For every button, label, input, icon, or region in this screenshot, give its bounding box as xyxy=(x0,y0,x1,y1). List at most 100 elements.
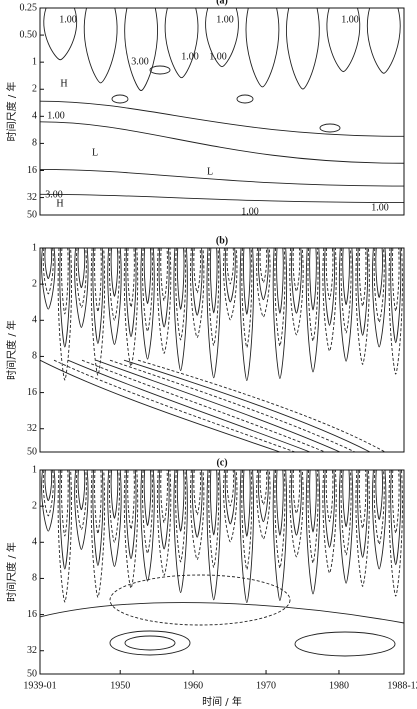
contour-line xyxy=(123,469,139,589)
contour-label: 1.00 xyxy=(341,14,359,25)
x-axis-label: 时间 / 年 xyxy=(202,695,242,708)
contour-line xyxy=(191,469,203,538)
contour-line xyxy=(375,247,383,298)
contour-line xyxy=(109,359,356,453)
y-tick-label: 16 xyxy=(27,387,37,398)
y-tick-label: 8 xyxy=(32,351,37,362)
contour-line xyxy=(175,469,187,563)
contour-line xyxy=(338,469,354,584)
contour-line xyxy=(109,574,291,626)
contour-line xyxy=(319,123,341,133)
contour-line xyxy=(77,469,86,511)
contour-line xyxy=(176,247,185,310)
contour-line xyxy=(241,247,253,348)
contour-line xyxy=(289,247,304,336)
contour-line xyxy=(43,7,77,61)
y-tick-label: 4 xyxy=(32,537,37,548)
contour-line xyxy=(39,169,405,187)
contour-line xyxy=(190,469,205,560)
contour-line xyxy=(342,247,350,306)
contour-line xyxy=(81,359,326,453)
contour-line xyxy=(77,247,86,289)
plot-frame xyxy=(39,7,405,216)
contour-line xyxy=(140,247,155,360)
contour-line xyxy=(42,247,54,295)
contour-label: 1.00 xyxy=(59,14,77,25)
contour-line xyxy=(160,469,168,524)
contour-line xyxy=(125,469,137,560)
contour-line xyxy=(164,7,199,79)
contour-line xyxy=(305,469,321,595)
contour-line xyxy=(39,121,405,164)
contour-line xyxy=(156,469,172,576)
contour-line xyxy=(109,247,120,321)
contour-line xyxy=(39,193,405,204)
contour-line xyxy=(257,247,269,301)
contour-label: H xyxy=(60,78,67,89)
contour-line xyxy=(342,469,350,528)
contour-line xyxy=(143,247,152,305)
contour-line xyxy=(226,247,235,285)
contour-line xyxy=(44,247,53,280)
y-tick-label: 4 xyxy=(32,111,37,122)
contour-line xyxy=(57,247,72,381)
contour-line xyxy=(176,469,185,532)
contour-line xyxy=(59,247,71,348)
contour-line xyxy=(90,247,106,376)
panel-label: (c) xyxy=(216,457,227,468)
contour-line xyxy=(340,247,352,334)
panel-label: (b) xyxy=(216,235,228,246)
contour-label: 1.00 xyxy=(47,110,65,121)
contour-line xyxy=(74,247,89,328)
contour-line xyxy=(92,469,104,566)
contour-line xyxy=(59,469,71,570)
x-tick-label: 1960 xyxy=(183,680,203,691)
contour-line xyxy=(289,469,304,558)
contour-line xyxy=(338,247,354,362)
contour-line xyxy=(158,247,170,328)
contour-line xyxy=(142,247,154,332)
contour-line xyxy=(322,469,337,574)
contour-line xyxy=(274,247,286,347)
contour-line xyxy=(123,359,371,453)
contour-line xyxy=(286,7,320,90)
contour-line xyxy=(90,469,106,598)
contour-line xyxy=(325,469,334,522)
contour-line xyxy=(223,469,238,543)
contour-line xyxy=(110,469,119,519)
contour-line xyxy=(307,469,319,564)
contour-line xyxy=(291,469,302,536)
contour-line xyxy=(257,469,269,523)
contour-label: 3.00 xyxy=(131,56,149,67)
contour-line xyxy=(94,247,102,313)
y-tick-label: 32 xyxy=(27,645,37,656)
contour-line xyxy=(137,359,386,453)
contour-label: L xyxy=(207,166,213,177)
contour-line xyxy=(206,469,221,601)
contour-line xyxy=(390,247,402,344)
contour-line xyxy=(107,247,122,345)
contour-line xyxy=(291,247,302,314)
contour-line xyxy=(239,247,254,382)
contour-line xyxy=(190,247,205,338)
contour-line xyxy=(373,247,385,323)
x-tick-label: 1970 xyxy=(256,680,276,691)
y-tick-label: 32 xyxy=(27,423,37,434)
contour-line xyxy=(355,469,370,587)
contour-line xyxy=(357,469,369,558)
contour-line xyxy=(324,469,335,548)
contour-line xyxy=(372,247,387,348)
contour-line xyxy=(41,469,56,532)
contour-line xyxy=(340,469,352,556)
y-tick-label: 1 xyxy=(32,464,37,475)
contour-line xyxy=(94,469,102,535)
y-tick-label: 1 xyxy=(32,56,37,67)
contour-line xyxy=(391,469,400,534)
contour-line xyxy=(75,469,87,531)
contour-line xyxy=(109,469,120,543)
contour-line xyxy=(236,94,254,104)
contour-line xyxy=(156,247,172,354)
y-tick-label: 50 xyxy=(27,209,37,220)
contour-line xyxy=(124,7,158,92)
contour-line xyxy=(292,247,301,292)
